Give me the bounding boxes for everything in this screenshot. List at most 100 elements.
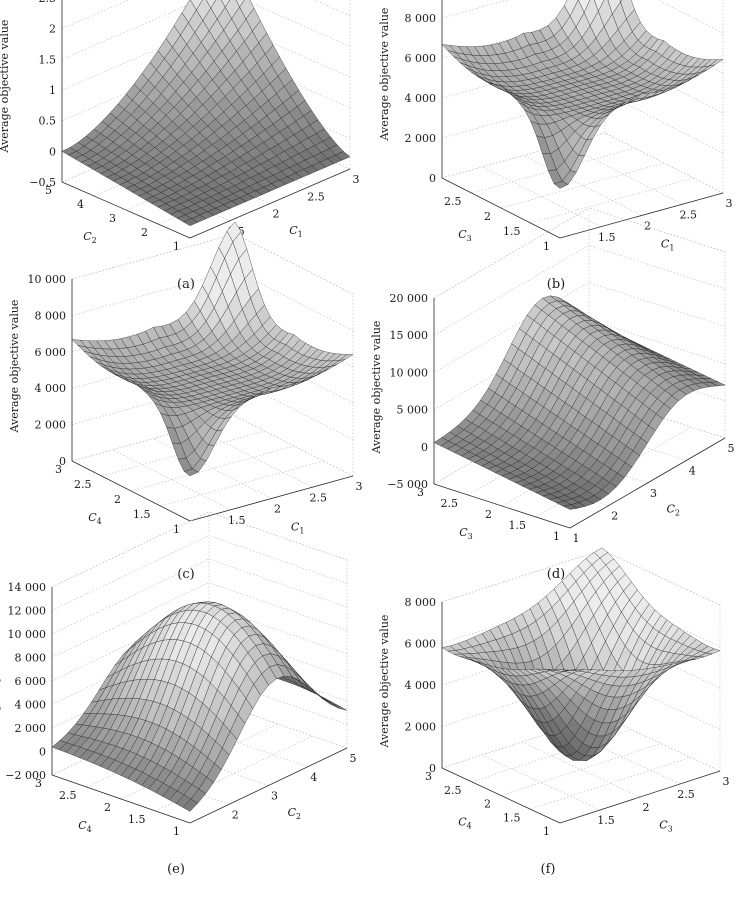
z-tick-label: 10 000 bbox=[390, 366, 429, 379]
z-tick-label: 6 000 bbox=[405, 52, 437, 65]
surface-face bbox=[221, 0, 231, 8]
surface-mesh bbox=[441, 0, 724, 189]
y-tick-label: 2 bbox=[141, 226, 148, 239]
surface-face bbox=[332, 703, 348, 711]
z-tick-label: 0.5 bbox=[39, 115, 57, 128]
z-tick-label: 1 bbox=[49, 84, 56, 97]
z-tick-label: 5 000 bbox=[397, 404, 429, 417]
y-tick-label: 2 bbox=[484, 210, 491, 223]
z-tick-label: 0 bbox=[429, 762, 436, 775]
x-tick-label: 1.5 bbox=[228, 514, 246, 527]
y-tick-label: 1 bbox=[173, 240, 180, 253]
x-tick-label: 3 bbox=[650, 487, 657, 500]
x-tick-label: 5 bbox=[350, 752, 357, 765]
z-tick-label: −0.5 bbox=[29, 176, 56, 189]
y-tick-label: 1 bbox=[173, 523, 180, 536]
surface-mesh bbox=[61, 0, 351, 226]
z-axis-label: Average objective value bbox=[370, 321, 383, 455]
y-tick-label: 3 bbox=[35, 777, 42, 790]
y-tick-label: 1.5 bbox=[509, 519, 527, 532]
panel-c: 0 2 000 4 000 6 000 8 000 10 000 1.5 2 2.5 3 1 1.5 2… bbox=[8, 221, 363, 582]
y-tick-label: 5 bbox=[45, 184, 52, 197]
z-tick-label: 0 bbox=[429, 172, 436, 185]
z-axis-label: Average objective value bbox=[0, 20, 11, 154]
y-tick-label: 1.5 bbox=[503, 811, 521, 824]
panel-caption: (e) bbox=[167, 862, 185, 877]
surface-face bbox=[324, 699, 340, 709]
surface-face bbox=[554, 669, 569, 672]
surface-face bbox=[553, 180, 569, 189]
z-tick-label: 1.5 bbox=[39, 53, 57, 66]
y-tick-label: 1.5 bbox=[503, 225, 521, 238]
x-tick-label: 1.5 bbox=[598, 231, 616, 244]
z-tick-label: 0 bbox=[49, 145, 56, 158]
y-tick-label: 3 bbox=[55, 463, 62, 476]
z-tick-label: 2 bbox=[49, 23, 56, 36]
y-axis-label: C3 bbox=[458, 228, 472, 243]
panel-e: −2 000 0 2 000 4 000 6 000 8 000 10 000 12 000 1… bbox=[0, 511, 357, 877]
y-axis-label: C4 bbox=[458, 816, 472, 831]
x-tick-label: 2.5 bbox=[677, 788, 695, 801]
y-tick-label: 2.5 bbox=[444, 784, 462, 797]
grid-box bbox=[71, 233, 354, 522]
z-tick-label: 6 000 bbox=[15, 675, 47, 688]
panel-d: −5 000 0 5 000 10 000 15 000 20 000 1 2 3 4 5 1 1.5 2… bbox=[370, 207, 735, 582]
surface-mesh bbox=[51, 601, 348, 812]
y-axis-label: C4 bbox=[88, 511, 102, 526]
y-tick-label: 2 bbox=[104, 801, 111, 814]
surface-face bbox=[182, 798, 199, 812]
y-tick-label: 3 bbox=[417, 486, 424, 499]
surface-mesh bbox=[441, 547, 721, 761]
panel-a: −0.500.511.522.51.522.5312345C1C2Average… bbox=[0, 0, 360, 292]
x-tick-label: 2 bbox=[643, 801, 650, 814]
x-tick-label: 4 bbox=[689, 465, 696, 478]
z-tick-label: −5 000 bbox=[387, 478, 428, 491]
y-tick-label: 3 bbox=[425, 770, 432, 783]
z-axis-label: Average objective value bbox=[0, 611, 1, 745]
z-axis-label: Average objective value bbox=[8, 300, 21, 434]
y-tick-label: 1.5 bbox=[133, 508, 151, 521]
z-tick-label: 0 bbox=[59, 455, 66, 468]
y-tick-label: 3 bbox=[109, 212, 116, 225]
surface-face bbox=[183, 218, 199, 226]
x-tick-label: 1.5 bbox=[597, 814, 615, 827]
x-tick-label: 3 bbox=[271, 790, 278, 803]
x-tick-label: 2 bbox=[611, 510, 618, 523]
z-tick-label: 4 000 bbox=[15, 699, 47, 712]
panel-caption: (d) bbox=[547, 567, 565, 582]
y-axis-label: C2 bbox=[83, 230, 97, 245]
z-tick-label: 12 000 bbox=[8, 605, 47, 618]
x-tick-label: 2 bbox=[274, 503, 281, 516]
surface-face bbox=[308, 685, 324, 700]
z-tick-label: 20 000 bbox=[390, 292, 429, 305]
surface-face bbox=[183, 468, 199, 477]
y-tick-label: 4 bbox=[77, 198, 84, 211]
z-tick-label: 8 000 bbox=[405, 596, 437, 609]
y-tick-label: 2.5 bbox=[441, 497, 459, 510]
y-tick-label: 2.5 bbox=[444, 195, 462, 208]
y-tick-label: 1 bbox=[543, 240, 550, 253]
grid-box bbox=[441, 549, 721, 824]
z-tick-label: 0 bbox=[39, 746, 46, 759]
y-tick-label: 1 bbox=[543, 825, 550, 838]
z-axis-label: Average objective value bbox=[378, 8, 391, 142]
x-axis-label: C1 bbox=[291, 520, 305, 535]
surface-face bbox=[235, 0, 245, 8]
x-tick-label: 2.5 bbox=[680, 208, 698, 221]
z-tick-label: 8 000 bbox=[35, 309, 67, 322]
x-tick-label: 5 bbox=[728, 442, 735, 455]
y-tick-label: 1 bbox=[553, 530, 560, 543]
y-tick-label: 2.5 bbox=[59, 789, 77, 802]
z-tick-label: 14 000 bbox=[8, 581, 47, 594]
y-tick-label: 2.5 bbox=[74, 478, 92, 491]
x-tick-label: 3 bbox=[726, 197, 733, 210]
z-tick-label: 10 000 bbox=[28, 273, 67, 286]
y-tick-label: 1 bbox=[173, 825, 180, 838]
z-tick-label: 4 000 bbox=[405, 92, 437, 105]
z-tick-label: 6 000 bbox=[35, 346, 67, 359]
panel-caption: (a) bbox=[177, 277, 195, 292]
y-tick-label: 2 bbox=[484, 798, 491, 811]
z-tick-label: 2 000 bbox=[15, 722, 47, 735]
x-tick-label: 1 bbox=[573, 532, 580, 545]
